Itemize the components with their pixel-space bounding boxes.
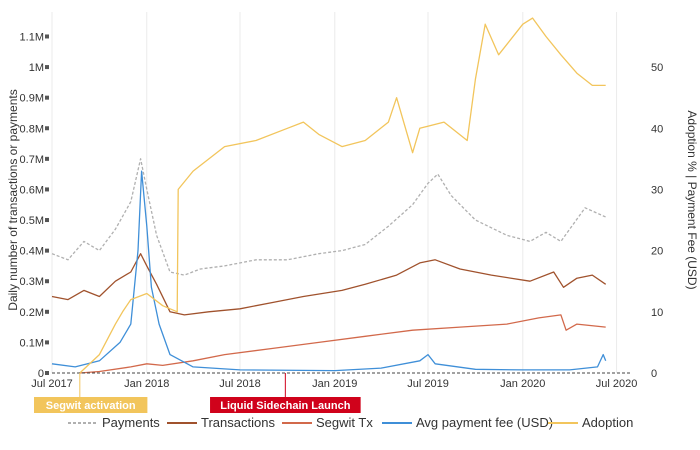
x-tick-label: Jul 2018 (219, 378, 261, 390)
y-right-axis-title: Adoption % | Payment Fee (USD) (685, 110, 699, 289)
y-left-tick-mark (45, 371, 49, 375)
y-left-tick-mark (45, 218, 49, 223)
x-tick-label: Jul 2019 (407, 378, 449, 390)
y-right-tick-label: 30 (651, 184, 663, 196)
y-left-tick-label: 0.9M (20, 93, 44, 105)
axis-layer: Jul 2017 Jan 2018 Jul 2018 Jan 2019 Jul 2019… (20, 31, 664, 390)
y-left-tick-label: 0.2M (20, 307, 44, 319)
y-right-tick-label: 0 (651, 368, 657, 380)
annotation-label: Segwit activation (46, 400, 136, 412)
annotation-layer: Segwit activation Liquid Sidechain Launch (34, 373, 361, 413)
y-right-tick-label: 10 (651, 307, 663, 319)
y-left-tick-label: 0.5M (20, 215, 44, 227)
y-left-tick-mark (45, 248, 49, 253)
x-tick-label: Jan 2019 (312, 378, 357, 390)
legend-label: Transactions (201, 415, 275, 430)
y-left-tick-label: 0.8M (20, 123, 44, 135)
legend-label: Segwit Tx (316, 415, 373, 430)
y-left-tick-label: 1.1M (20, 31, 44, 43)
y-left-tick-label: 0.4M (20, 246, 44, 258)
y-right-tick-label: 40 (651, 123, 663, 135)
y-left-tick-label: 0.7M (20, 154, 44, 166)
legend-label: Adoption (582, 415, 633, 430)
grid-layer (51, 12, 618, 373)
x-tick-label: Jul 2020 (596, 378, 638, 390)
annotation-box (34, 397, 148, 413)
y-left-tick-label: 0.6M (20, 184, 44, 196)
x-tick-label: Jan 2018 (124, 378, 169, 390)
legend-layer: Payments Transactions Segwit Tx Avg payment… (68, 415, 633, 430)
y-left-tick-mark (45, 156, 49, 161)
y-left-tick-mark (45, 279, 49, 284)
y-left-tick-mark (45, 309, 49, 314)
series-line-payments (51, 158, 606, 276)
series-line-segwit-tx (79, 314, 606, 374)
y-left-axis-title: Daily number of transactions or payments (6, 89, 20, 310)
y-left-tick-mark (45, 340, 49, 345)
y-left-tick-label: 0.3M (20, 276, 44, 288)
legend-label: Avg payment fee (USD) (416, 415, 553, 430)
x-tick-label: Jul 2017 (31, 378, 73, 390)
y-left-tick-mark (45, 65, 49, 70)
y-right-tick-label: 50 (651, 62, 663, 74)
series-line-adoption (79, 17, 606, 374)
y-left-tick-label: 0.1M (20, 337, 44, 349)
annotation-label: Liquid Sidechain Launch (220, 400, 350, 412)
series-line-transactions (51, 253, 607, 316)
y-left-tick-mark (45, 34, 49, 39)
series-line-avg-payment-fee-usd (51, 170, 607, 372)
y-left-tick-mark (45, 126, 49, 131)
x-tick-label: Jan 2020 (500, 378, 545, 390)
y-left-tick-label: 0 (38, 368, 44, 380)
series-layer (51, 17, 607, 374)
y-left-tick-mark (45, 187, 49, 192)
y-right-tick-label: 20 (651, 246, 663, 258)
y-left-tick-mark (45, 95, 49, 100)
legend-label: Payments (102, 415, 160, 430)
y-left-tick-label: 1M (29, 62, 44, 74)
annotation-box (210, 397, 361, 413)
